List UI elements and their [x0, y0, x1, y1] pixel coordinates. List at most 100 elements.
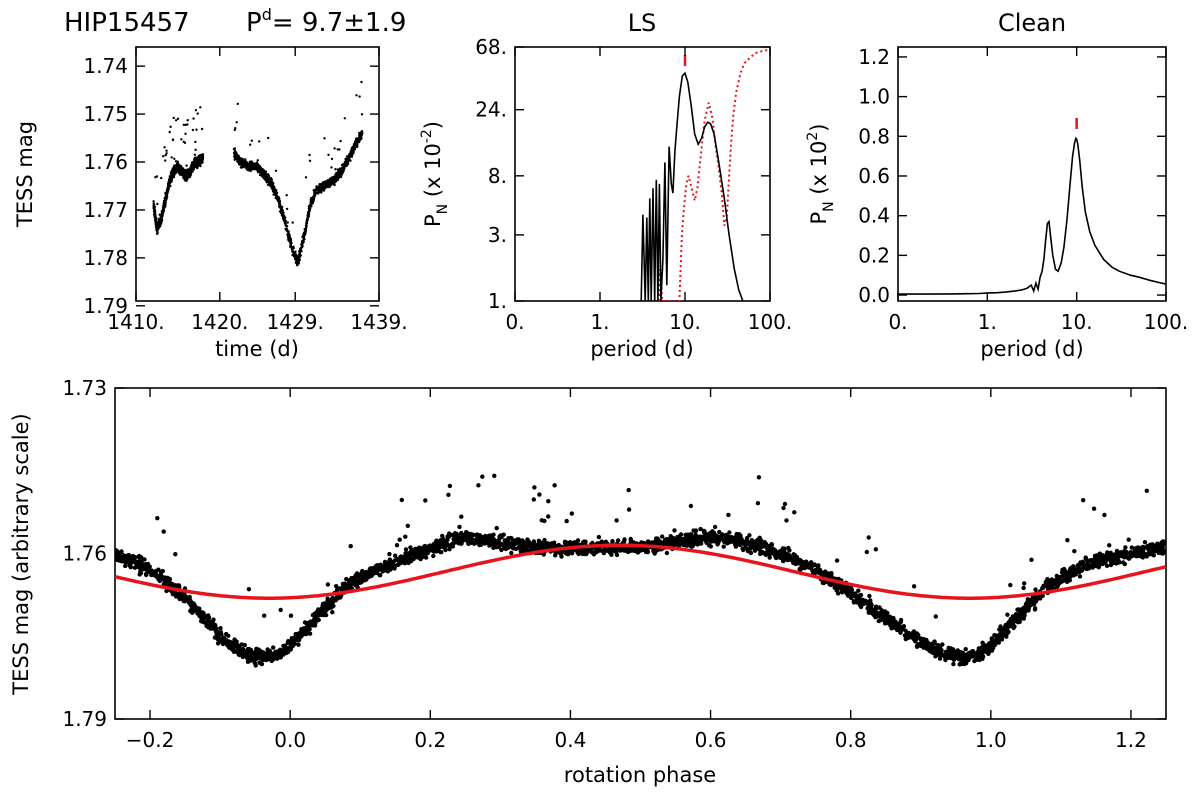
- light-curve-point: [268, 182, 271, 185]
- light-curve-point: [265, 173, 269, 176]
- light-curve-point: [305, 221, 309, 225]
- light-curve-point: [165, 190, 169, 193]
- light-curve-point: [330, 176, 334, 179]
- phased-point: [399, 497, 404, 503]
- light-curve-point: [334, 173, 337, 176]
- phased-point: [569, 511, 574, 516]
- phased-point: [564, 518, 569, 524]
- ls-ylabel-sub: N: [435, 204, 451, 214]
- light-curve-point: [286, 221, 289, 224]
- light-curve-point: [351, 152, 354, 155]
- light-curve-point: [250, 165, 253, 169]
- phased-point: [867, 593, 872, 599]
- phased-point: [980, 648, 985, 654]
- phased-point: [123, 563, 128, 569]
- light-curve-point: [194, 109, 198, 112]
- ls-ylabel: PN (x 10-2): [419, 121, 451, 227]
- light-curve-point: [308, 207, 311, 211]
- light-curve-ytick-label: 1.75: [83, 102, 128, 126]
- phased-point: [387, 551, 392, 557]
- light-curve-point: [316, 192, 320, 195]
- clean-ytick-label: 0.2: [858, 243, 890, 267]
- light-curve-point: [289, 244, 292, 247]
- light-curve-point: [256, 163, 259, 166]
- light-curve-point: [237, 158, 240, 161]
- light-curve-point: [270, 182, 273, 186]
- light-curve-point: [310, 205, 313, 208]
- phased-point: [1029, 557, 1034, 562]
- clean-xlabel: period (d): [980, 337, 1083, 361]
- phased-point: [932, 639, 937, 644]
- light-curve-point: [294, 253, 298, 256]
- light-curve-point: [176, 117, 180, 121]
- light-curve-point: [280, 209, 283, 212]
- ls-ylabel-rest: (x 10: [421, 143, 445, 204]
- light-curve-point: [194, 140, 197, 144]
- light-curve-point: [246, 165, 249, 168]
- light-curve-point: [189, 171, 193, 175]
- clean-ylabel-main: P: [807, 212, 831, 225]
- phased-point: [603, 539, 609, 544]
- light-curve-point: [330, 166, 333, 169]
- light-curve-point: [167, 180, 171, 184]
- light-curve-point: [155, 228, 159, 231]
- light-curve-panel: 1410. 1420. 1429. 1439.1.741.751.761.771.78…: [13, 46, 408, 361]
- light-curve-point: [163, 146, 166, 149]
- phased-point: [371, 569, 376, 575]
- light-curve-point: [309, 198, 312, 202]
- phased-point: [348, 544, 353, 549]
- light-curve-point: [289, 237, 292, 240]
- phased-point: [1155, 541, 1160, 546]
- light-curve-point: [352, 142, 356, 146]
- light-curve-point: [174, 119, 178, 122]
- light-curve-point: [164, 193, 168, 197]
- light-curve-point: [183, 174, 186, 177]
- light-curve-point: [350, 155, 354, 158]
- light-curve-point: [154, 223, 158, 226]
- figure-header: HIP15457 Pd= 9.7±1.9: [64, 5, 406, 38]
- light-curve-point: [285, 194, 288, 197]
- light-curve-point: [171, 138, 175, 142]
- phased-point: [664, 550, 670, 556]
- phased-point: [509, 550, 514, 556]
- phased-point: [575, 538, 581, 543]
- light-curve-point: [275, 188, 278, 192]
- light-curve-point: [159, 222, 162, 226]
- light-curve-point: [287, 232, 290, 235]
- light-curve-point: [334, 168, 337, 171]
- ls-axes: 0. 1. 10. 100.1.3.8.24.68.: [475, 35, 792, 334]
- light-curve-point: [297, 257, 301, 260]
- light-curve-point: [321, 187, 324, 190]
- light-curve-point: [188, 171, 191, 175]
- light-curve-point: [157, 223, 160, 226]
- light-curve-point: [169, 175, 172, 178]
- light-curve-point: [170, 156, 173, 159]
- light-curve-point: [304, 176, 308, 179]
- light-curve-point: [339, 139, 342, 143]
- light-curve-xtick-label: 1410.: [107, 310, 164, 334]
- light-curve-point: [340, 163, 344, 167]
- light-curve-point: [249, 160, 252, 163]
- light-curve-point: [155, 226, 158, 229]
- light-curve-point: [332, 176, 336, 180]
- phased-point: [1005, 612, 1010, 617]
- light-curve-point: [160, 220, 163, 223]
- light-curve-point: [289, 241, 292, 244]
- light-curve-point: [328, 183, 331, 186]
- light-curve-point: [176, 161, 179, 165]
- light-curve-point: [196, 158, 199, 162]
- light-curve-point: [196, 162, 199, 165]
- light-curve-point: [173, 170, 177, 173]
- light-curve-point: [263, 174, 267, 177]
- light-curve-point: [334, 180, 338, 183]
- light-curve-point: [350, 146, 353, 150]
- light-curve-ylabel: TESS mag: [13, 121, 37, 228]
- ls-title: LS: [628, 9, 657, 37]
- light-curve-point: [181, 170, 184, 174]
- light-curve-point: [240, 162, 243, 165]
- light-curve-point: [243, 158, 247, 161]
- phased-point: [278, 607, 283, 613]
- phased-point: [996, 640, 1001, 645]
- clean-xtick-label: 100.: [1144, 310, 1189, 334]
- light-curve-point: [191, 128, 195, 132]
